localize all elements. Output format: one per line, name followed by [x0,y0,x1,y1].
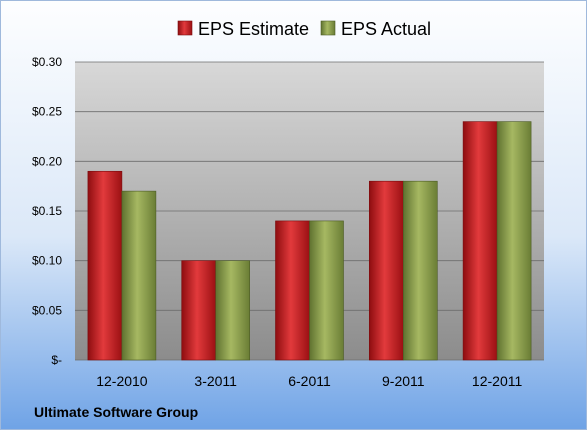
x-tick-label: 6-2011 [288,373,331,389]
legend-swatch-actual [320,20,336,36]
y-tick-label: $- [51,353,62,367]
legend: EPS Estimate EPS Actual [177,19,431,39]
y-tick-label: $0.15 [32,204,62,218]
y-tick-label: $0.10 [32,254,62,268]
bar-eps-estimate [275,220,310,361]
bar-eps-estimate [181,260,216,361]
y-tick-label: $0.25 [32,105,62,119]
y-tick-label: $0.05 [32,303,62,317]
bar-eps-actual [121,190,157,361]
legend-label-estimate: EPS Estimate [198,19,309,39]
legend-label-actual: EPS Actual [341,19,431,39]
bar-eps-actual [309,220,344,361]
bar-eps-estimate [462,121,498,361]
y-tick-label: $0.30 [32,55,62,69]
bar-eps-actual [402,180,438,361]
footer-company-name: Ultimate Software Group [34,404,198,420]
legend-swatch-estimate [177,20,193,36]
x-tick-label: 3-2011 [194,373,237,389]
x-tick-label: 9-2011 [382,373,425,389]
bar-eps-estimate [368,180,404,361]
bar-eps-actual [496,121,532,361]
bars [87,121,532,361]
y-tick-label: $0.20 [32,154,62,168]
bar-eps-estimate [87,170,123,361]
bar-eps-actual [215,260,250,361]
x-tick-label: 12-2010 [96,373,148,389]
x-tick-label: 12-2011 [472,373,523,389]
x-axis-ticks: 12-2010 3-2011 6-2011 9-2011 12-2011 [96,373,522,389]
y-axis-ticks: $- $0.05 $0.10 $0.15 $0.20 $0.25 $0.30 [32,55,62,367]
